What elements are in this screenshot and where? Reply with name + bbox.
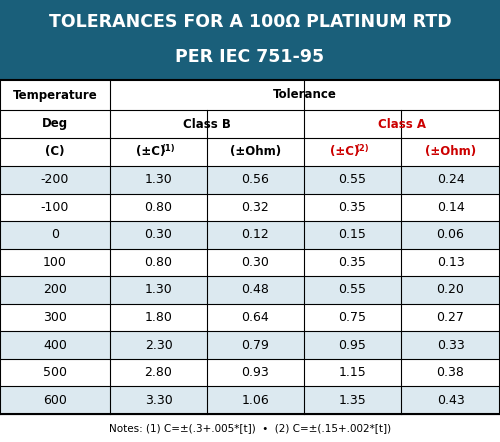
Text: -200: -200 [41, 173, 69, 186]
Text: 0.55: 0.55 [338, 283, 366, 297]
Text: 0.30: 0.30 [242, 256, 270, 269]
Text: 500: 500 [43, 366, 67, 379]
Text: 0.80: 0.80 [144, 256, 172, 269]
Text: 0.48: 0.48 [242, 283, 270, 297]
Text: 0.20: 0.20 [436, 283, 464, 297]
Text: 1.30: 1.30 [144, 283, 172, 297]
Text: Class A: Class A [378, 118, 426, 130]
Text: PER IEC 751-95: PER IEC 751-95 [176, 48, 324, 66]
Text: 0.12: 0.12 [242, 229, 270, 241]
Text: 0.27: 0.27 [436, 311, 464, 324]
Text: 0.30: 0.30 [144, 229, 172, 241]
Bar [0, 304, 500, 332]
Bar [0, 414, 500, 442]
Text: Class B: Class B [183, 118, 231, 130]
Text: 2.30: 2.30 [144, 339, 172, 352]
Text: 0: 0 [51, 229, 59, 241]
Text: 0.55: 0.55 [338, 173, 366, 186]
Text: 1.30: 1.30 [144, 173, 172, 186]
Text: 0.56: 0.56 [242, 173, 270, 186]
Text: 1.15: 1.15 [338, 366, 366, 379]
Text: (±Ohm): (±Ohm) [425, 145, 476, 159]
Bar [0, 359, 500, 386]
Text: 0.93: 0.93 [242, 366, 270, 379]
Bar [0, 80, 500, 110]
Text: 0.15: 0.15 [338, 229, 366, 241]
Text: Deg: Deg [42, 118, 68, 130]
Text: 0.38: 0.38 [436, 366, 464, 379]
Text: 1.80: 1.80 [144, 311, 172, 324]
Bar [0, 138, 500, 166]
Text: TOLERANCES FOR A 100Ω PLATINUM RTD: TOLERANCES FOR A 100Ω PLATINUM RTD [48, 13, 452, 31]
Text: 3.30: 3.30 [144, 394, 172, 407]
Text: 200: 200 [43, 283, 67, 297]
Text: Notes: (1) C=±(.3+.005*[t])  •  (2) C=±(.15+.002*[t]): Notes: (1) C=±(.3+.005*[t]) • (2) C=±(.1… [109, 423, 391, 433]
Text: 0.95: 0.95 [338, 339, 366, 352]
Text: 100: 100 [43, 256, 67, 269]
Text: 0.32: 0.32 [242, 201, 270, 214]
Text: 0.43: 0.43 [436, 394, 464, 407]
Text: -100: -100 [41, 201, 69, 214]
Bar [0, 276, 500, 304]
Text: 0.24: 0.24 [436, 173, 464, 186]
Text: 0.33: 0.33 [436, 339, 464, 352]
Text: 300: 300 [43, 311, 67, 324]
Bar [0, 110, 500, 138]
Text: (±C): (±C) [330, 145, 359, 159]
Text: (C): (C) [45, 145, 65, 159]
Text: 1.06: 1.06 [242, 394, 270, 407]
Bar [0, 386, 500, 414]
Text: 600: 600 [43, 394, 67, 407]
Text: (±C): (±C) [136, 145, 165, 159]
Text: 0.80: 0.80 [144, 201, 172, 214]
Text: 0.35: 0.35 [338, 256, 366, 269]
Bar [0, 249, 500, 276]
Text: 1.35: 1.35 [338, 394, 366, 407]
Text: 0.14: 0.14 [436, 201, 464, 214]
Text: 0.13: 0.13 [436, 256, 464, 269]
Text: (1): (1) [162, 144, 175, 152]
Text: 400: 400 [43, 339, 67, 352]
Bar [0, 332, 500, 359]
Bar [0, 194, 500, 221]
Text: (2): (2) [356, 144, 370, 152]
Bar [0, 166, 500, 194]
Text: 0.06: 0.06 [436, 229, 464, 241]
Bar [0, 221, 500, 249]
Text: 2.80: 2.80 [144, 366, 172, 379]
Text: 0.75: 0.75 [338, 311, 366, 324]
Text: Temperature: Temperature [12, 88, 98, 102]
Text: 0.79: 0.79 [242, 339, 270, 352]
Text: 0.64: 0.64 [242, 311, 270, 324]
Text: 0.35: 0.35 [338, 201, 366, 214]
Text: (±Ohm): (±Ohm) [230, 145, 281, 159]
Bar [0, 0, 500, 80]
Text: Tolerance: Tolerance [273, 88, 337, 102]
